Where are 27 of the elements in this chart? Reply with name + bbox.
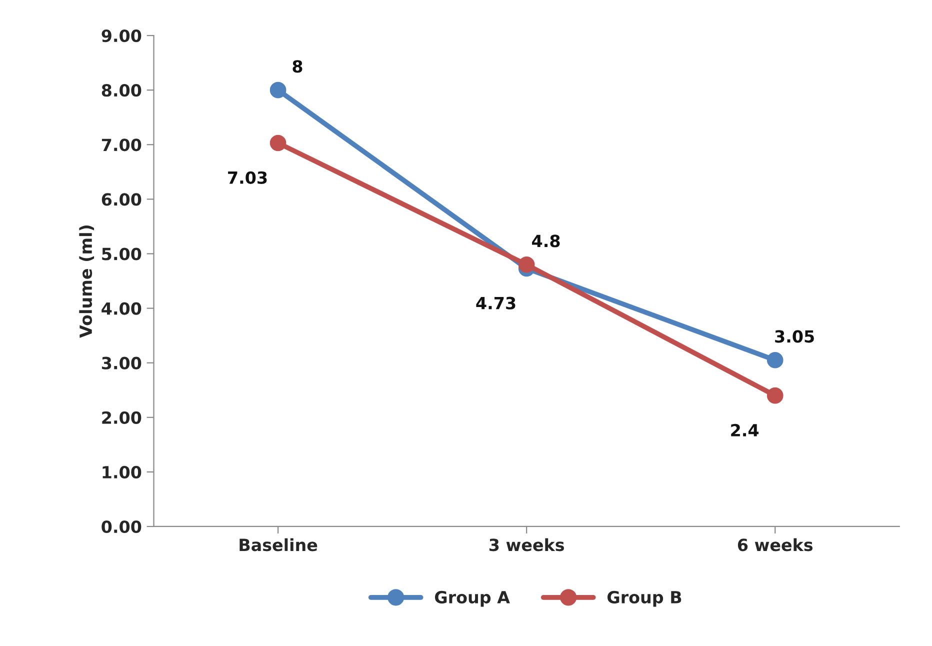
y-tick-label: 7.00 (102, 138, 142, 152)
y-tick-label: 8.00 (102, 84, 142, 97)
data-label: 3.05 (775, 330, 814, 343)
point (518, 256, 535, 273)
y-tick-label: 4.00 (102, 302, 142, 315)
x-tick-label: 6 weeks (738, 538, 813, 552)
point (766, 352, 784, 368)
x-tick-label: 3 weeks (489, 538, 564, 552)
point (270, 134, 286, 152)
y-tick-label: 2.00 (102, 411, 142, 424)
y-tick-label: 3.00 (102, 356, 142, 370)
y-axis-title: Volume (ml) (79, 226, 94, 338)
x-tick-label: Baseline (240, 538, 318, 552)
y-tick-label: 9.00 (102, 29, 142, 42)
data-label: 7.03 (228, 171, 267, 184)
y-tick-label: 1.00 (102, 466, 142, 479)
data-label: 8 (292, 60, 302, 73)
legend-label: Group B (608, 590, 682, 607)
data-label: 2.4 (731, 424, 759, 436)
point (766, 387, 784, 404)
y-tick-label: 0.00 (102, 520, 142, 534)
y-tick-label: 5.00 (102, 248, 142, 260)
legend-label: Group A (435, 590, 510, 607)
data-label: 4.8 (532, 234, 560, 248)
y-tick-label: 6.00 (102, 193, 142, 206)
data-label: 4.73 (476, 296, 516, 310)
point (270, 82, 286, 98)
